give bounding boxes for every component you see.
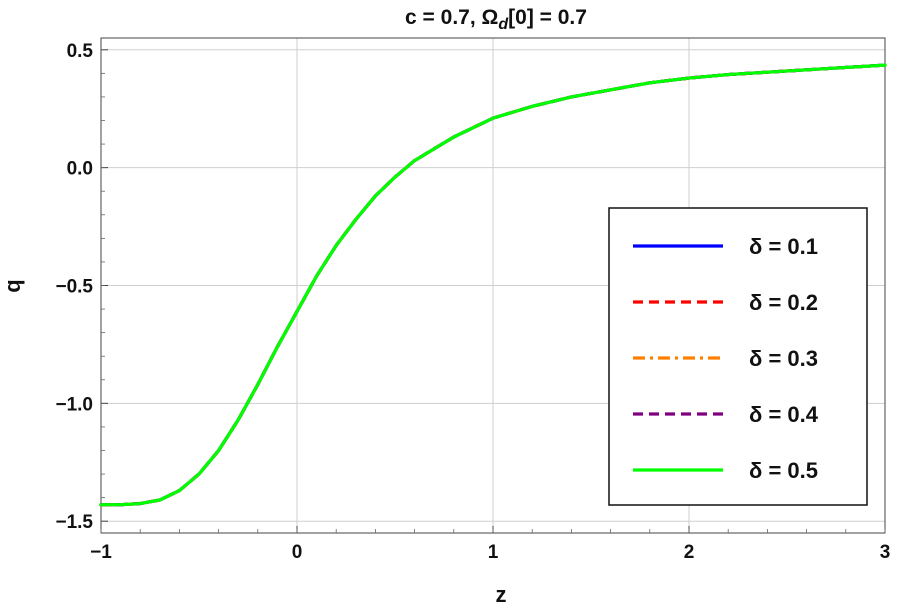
x-tick-label: −1 — [90, 542, 112, 563]
y-tick-label: −1.5 — [55, 512, 93, 533]
legend-label-5: δ = 0.5 — [749, 458, 818, 483]
series-group — [99, 63, 887, 507]
y-tick-label: −0.5 — [55, 277, 93, 298]
legend-label-2: δ = 0.2 — [749, 290, 818, 315]
chart-title: c = 0.7, Ωd[0] = 0.7 — [405, 6, 587, 33]
x-axis-title: z — [496, 582, 507, 607]
x-tick-label: 3 — [880, 542, 891, 563]
series-line-5 — [99, 63, 887, 507]
y-tick-label: 0.5 — [67, 41, 94, 62]
y-axis-title: q — [0, 279, 25, 292]
x-tick-label: 0 — [292, 542, 303, 563]
axis-ticks: −1 0 1 2 3 −1.5 −1.0 −0.5 0.0 0.5 — [55, 41, 890, 563]
legend-label-4: δ = 0.4 — [749, 402, 819, 427]
legend: δ = 0.1 δ = 0.2 δ = 0.3 δ = 0.4 δ = 0.5 — [608, 207, 868, 506]
x-tick-label: 1 — [488, 542, 499, 563]
legend-label-3: δ = 0.3 — [749, 346, 818, 371]
legend-box — [608, 207, 868, 506]
y-tick-label: −1.0 — [55, 394, 93, 415]
y-tick-label: 0.0 — [67, 159, 93, 180]
x-tick-label: 2 — [684, 542, 695, 563]
legend-label-1: δ = 0.1 — [749, 234, 818, 259]
